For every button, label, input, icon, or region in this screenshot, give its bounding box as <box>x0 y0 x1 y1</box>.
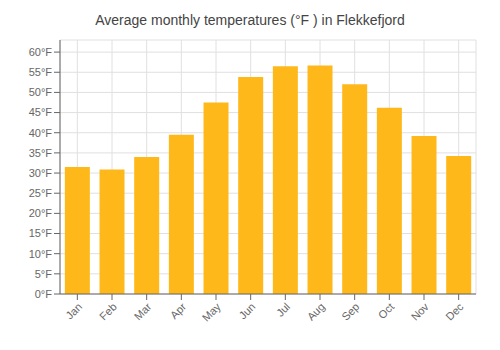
svg-text:60°F: 60°F <box>29 46 53 58</box>
svg-text:Mar: Mar <box>132 300 154 322</box>
svg-text:Feb: Feb <box>97 300 119 322</box>
svg-text:25°F: 25°F <box>29 187 53 199</box>
svg-text:Jan: Jan <box>63 300 84 321</box>
html-text:Average monthly temperatures (: Average monthly temperatures (°F ) in Fl… <box>95 12 405 28</box>
svg-text:Jul: Jul <box>274 300 292 318</box>
svg-text:Jun: Jun <box>237 300 258 321</box>
svg-text:5°F: 5°F <box>35 268 53 280</box>
svg-text:0°F: 0°F <box>35 288 53 300</box>
svg-text:30°F: 30°F <box>29 167 53 179</box>
svg-text:Dec: Dec <box>443 300 466 323</box>
svg-text:45°F: 45°F <box>29 106 53 118</box>
svg-text:Apr: Apr <box>168 300 189 321</box>
svg-text:35°F: 35°F <box>29 147 53 159</box>
svg-text:40°F: 40°F <box>29 127 53 139</box>
svg-text:10°F: 10°F <box>29 248 53 260</box>
svg-text:50°F: 50°F <box>29 86 53 98</box>
svg-text:Sep: Sep <box>339 300 361 322</box>
svg-text:May: May <box>200 300 224 324</box>
svg-text:Oct: Oct <box>376 300 397 321</box>
svg-text:55°F: 55°F <box>29 66 53 78</box>
svg-text:Nov: Nov <box>409 300 432 323</box>
svg-text:Aug: Aug <box>305 300 327 322</box>
svg-text:20°F: 20°F <box>29 207 53 219</box>
svg-text:15°F: 15°F <box>29 227 53 239</box>
